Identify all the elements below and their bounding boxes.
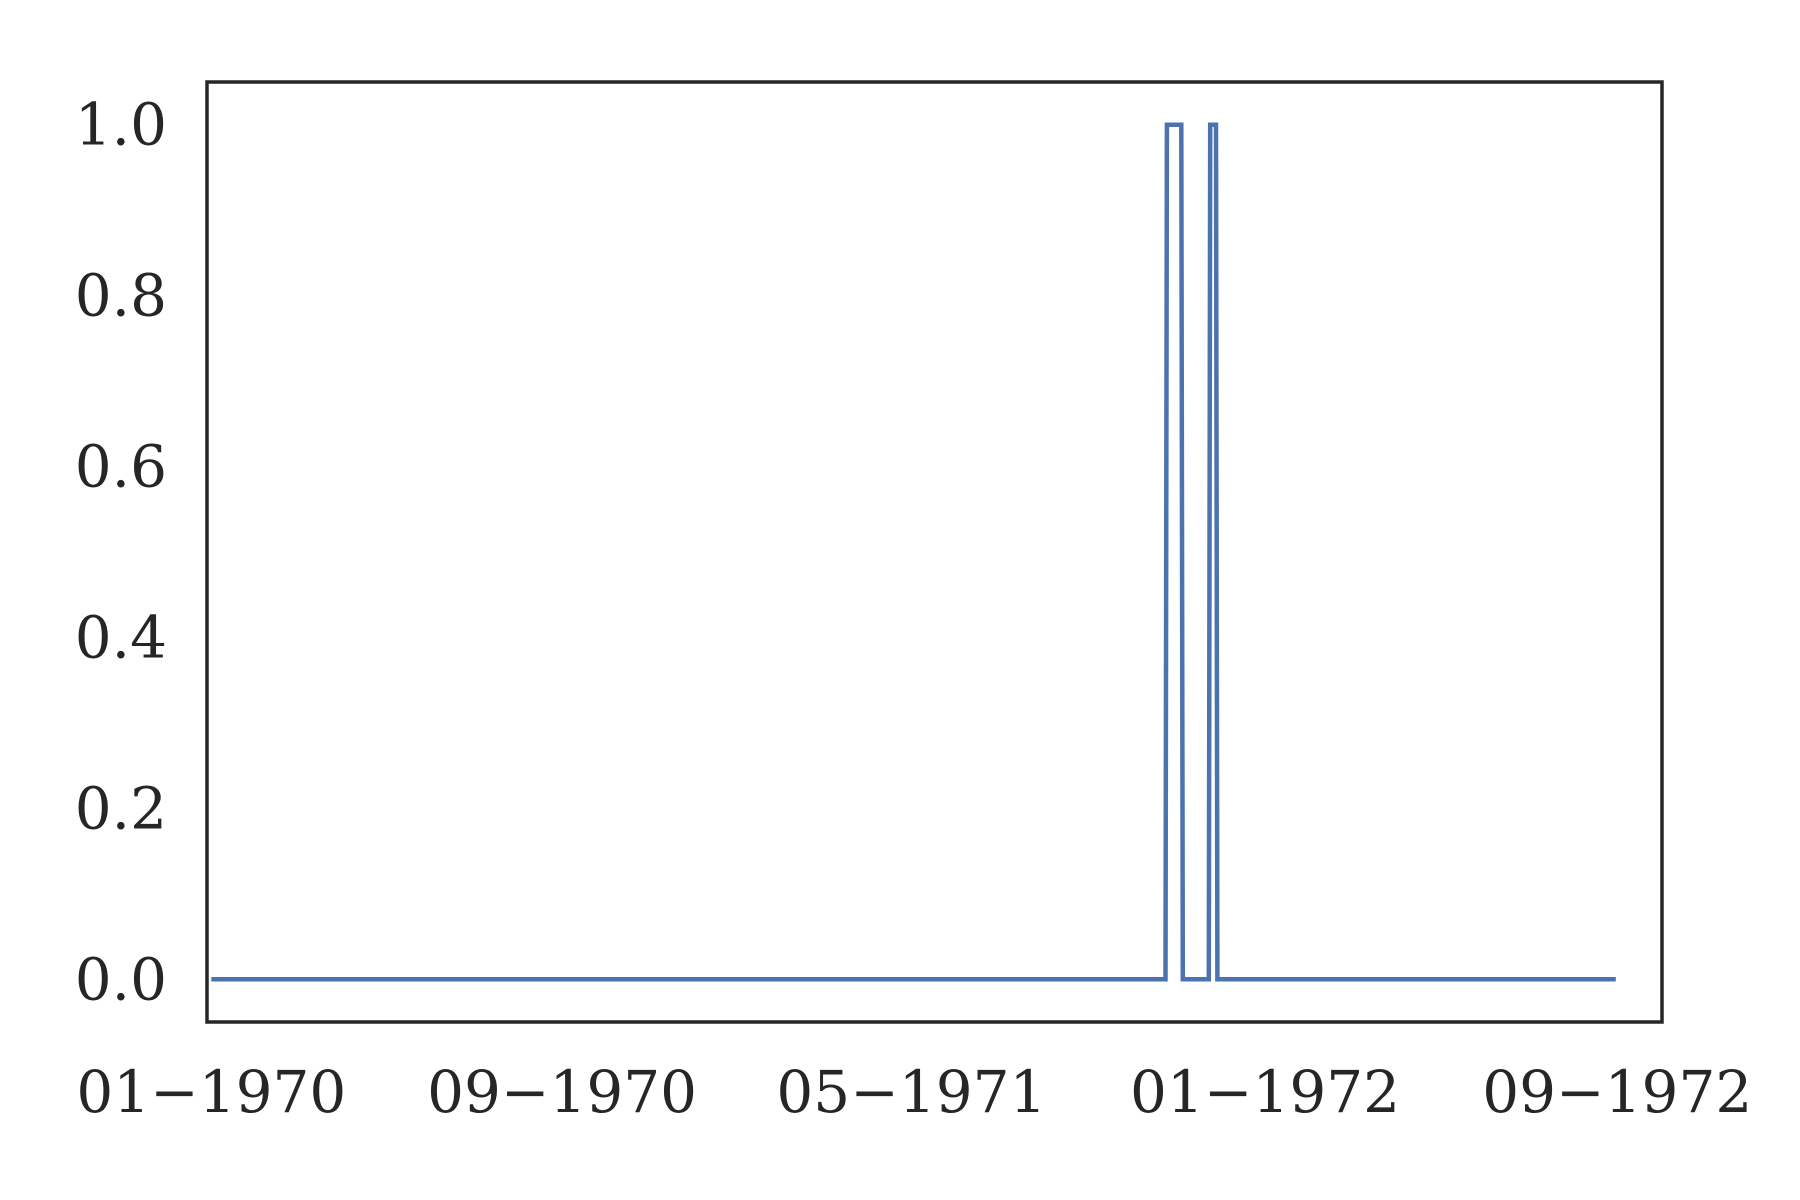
plot-frame [205, 80, 1664, 1024]
x-axis-tick-labels: 01−1970 09−1970 05−1971 01−1972 09−1972 [76, 1058, 1752, 1126]
y-tick-label: 0.0 [75, 945, 167, 1013]
y-tick-label: 0.2 [75, 774, 167, 842]
x-tick-label: 09−1972 [1482, 1058, 1752, 1126]
series-layer [211, 122, 1616, 982]
x-tick-label: 01−1970 [76, 1058, 346, 1126]
y-axis-tick-labels: 0.0 0.2 0.4 0.6 0.8 1.0 [75, 91, 167, 1014]
series-line [211, 122, 1616, 982]
y-tick-label: 0.8 [75, 262, 167, 330]
y-tick-label: 0.6 [75, 433, 167, 501]
x-tick-label: 09−1970 [427, 1058, 697, 1126]
y-tick-label: 1.0 [75, 91, 167, 159]
x-tick-label: 01−1972 [1130, 1058, 1400, 1126]
x-tick-label: 05−1971 [776, 1058, 1046, 1126]
y-tick-label: 0.4 [75, 603, 167, 671]
